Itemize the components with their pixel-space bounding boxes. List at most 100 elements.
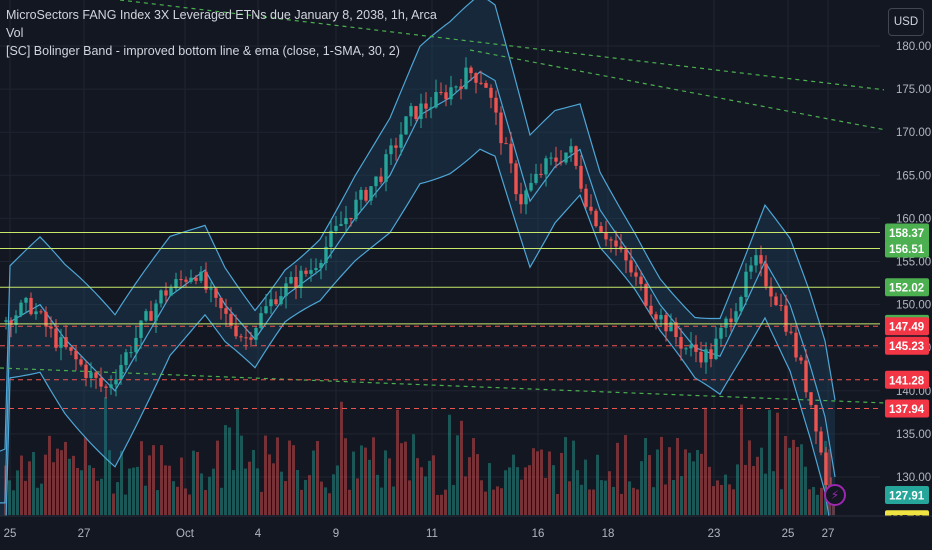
- candle-body: [119, 365, 123, 380]
- candle-body: [339, 224, 343, 226]
- volume-bar: [812, 486, 815, 515]
- time-tick-label: 25: [782, 528, 795, 540]
- candle-body: [449, 87, 453, 100]
- volume-bar: [412, 434, 415, 515]
- volume-bar: [744, 464, 747, 515]
- candle-body: [384, 154, 388, 182]
- candle-body: [549, 157, 553, 159]
- price-badge: [885, 399, 929, 418]
- candle-body: [619, 246, 623, 250]
- candle-body: [364, 189, 368, 201]
- volume-bar: [132, 467, 135, 515]
- candle-body: [134, 337, 138, 353]
- candle-body: [639, 276, 643, 285]
- candle-body: [754, 255, 758, 266]
- price-badge: [885, 223, 929, 242]
- candle-body: [144, 311, 148, 321]
- volume-bar: [808, 489, 811, 515]
- upper-band-line: [0, 0, 836, 452]
- candle-body: [389, 145, 393, 155]
- candle-body: [479, 82, 483, 84]
- volume-bar: [264, 435, 267, 515]
- candle-body: [374, 176, 378, 187]
- volume-bar: [712, 486, 715, 515]
- volume-bar: [484, 491, 487, 515]
- candle-body: [424, 103, 428, 109]
- candle-body: [584, 188, 588, 207]
- volume-indicator-label[interactable]: Vol: [6, 26, 24, 40]
- volume-bar: [660, 436, 663, 515]
- volume-bar: [704, 407, 707, 515]
- currency-button[interactable]: USD: [888, 8, 924, 36]
- candle-body: [34, 311, 38, 315]
- trend-line-lower: [0, 367, 887, 404]
- volume-bar: [736, 464, 739, 515]
- volume-bar: [308, 475, 311, 515]
- candle-body: [569, 146, 573, 153]
- candle-body: [524, 190, 528, 205]
- candle-body: [499, 112, 503, 144]
- candle-body: [739, 296, 743, 312]
- candle-body: [159, 290, 163, 304]
- volume-bar: [692, 461, 695, 515]
- volume-bar: [48, 435, 51, 515]
- symbol-title[interactable]: MicroSectors FANG Index 3X Leveraged ETN…: [6, 8, 437, 22]
- candle-body: [604, 231, 608, 240]
- candle-body: [744, 271, 748, 297]
- volume-bar: [128, 468, 131, 515]
- volume-bar: [432, 455, 435, 515]
- volume-bar: [148, 455, 151, 515]
- candle-body: [469, 67, 473, 74]
- candle-body: [139, 320, 143, 338]
- volume-bar: [472, 438, 475, 515]
- price-badge-label: 152.02: [889, 283, 924, 295]
- candle-body: [289, 276, 293, 284]
- volume-bar: [248, 461, 251, 515]
- volume-bar: [284, 481, 287, 515]
- volume-bar: [216, 440, 219, 515]
- candle-body: [239, 336, 243, 338]
- candle-body: [684, 348, 688, 350]
- volume-bar: [384, 450, 387, 515]
- volume-bar: [512, 454, 515, 515]
- candle-body: [764, 263, 768, 287]
- volume-bar: [440, 494, 443, 515]
- candle-body: [4, 320, 8, 322]
- candle-body: [599, 226, 603, 232]
- candle-body: [109, 384, 113, 388]
- bollinger-indicator-label[interactable]: [SC] Bolinger Band - improved bottom lin…: [6, 44, 400, 58]
- volume-bar: [748, 440, 751, 515]
- volume-bar: [72, 455, 75, 515]
- volume-bar: [480, 480, 483, 515]
- volume-bar: [320, 481, 323, 515]
- candle-body: [414, 106, 418, 120]
- time-axis[interactable]: 25 27 Oct 4 9 11 16 18 23 25 27: [0, 515, 932, 550]
- volume-bar: [208, 476, 211, 515]
- time-tick-label: 23: [708, 528, 721, 540]
- candle-body: [44, 311, 48, 327]
- price-axis[interactable]: 180.00 175.00 170.00 165.00 160.00 155.00 150.…: [884, 0, 932, 550]
- volume-bar: [136, 466, 139, 515]
- volume-bar: [56, 448, 59, 515]
- volume-bar: [828, 449, 831, 515]
- volume-bar: [688, 452, 691, 515]
- price-badge-label: 158.37: [889, 228, 924, 240]
- volume-bar: [804, 466, 807, 515]
- volume-bar: [224, 425, 227, 515]
- volume-bar: [212, 468, 215, 515]
- time-axis-background: [0, 516, 932, 550]
- candle-body: [534, 173, 538, 183]
- time-tick-label: 16: [532, 528, 545, 540]
- lightning-icon[interactable]: ⚡: [824, 484, 846, 506]
- volume-bar: [116, 482, 119, 515]
- lower-band-line: [4, 148, 835, 550]
- price-badge-label: 156.51: [889, 244, 925, 256]
- volume-bar: [464, 476, 467, 515]
- candle-body: [694, 344, 698, 352]
- candle-body: [379, 176, 383, 182]
- volume-bar: [544, 477, 547, 515]
- volume-bar: [64, 441, 67, 515]
- candle-body: [704, 349, 708, 363]
- price-badge-label: 127.91: [889, 491, 925, 503]
